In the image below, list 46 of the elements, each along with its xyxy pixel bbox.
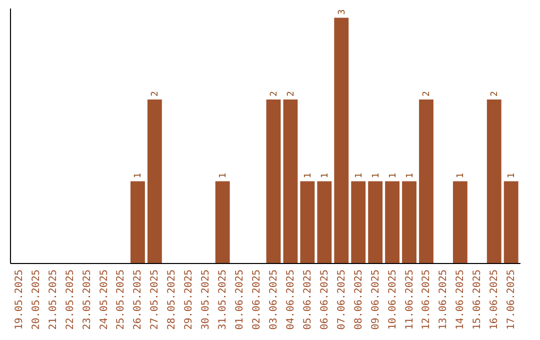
data-label: 1 bbox=[388, 172, 398, 178]
data-label: 1 bbox=[507, 172, 518, 178]
data-label: 1 bbox=[371, 172, 382, 178]
x-tick-label: 28.05.2025 bbox=[166, 270, 178, 330]
x-tick-label: 30.05.2025 bbox=[200, 270, 212, 330]
data-label: 2 bbox=[422, 91, 432, 97]
x-tick-label: 05.06.2025 bbox=[302, 270, 314, 330]
data-label: 2 bbox=[269, 91, 280, 97]
x-tick-label: 04.06.2025 bbox=[285, 270, 296, 330]
x-tick-label: 26.05.2025 bbox=[132, 270, 144, 330]
x-tick-label: 17.06.2025 bbox=[506, 270, 518, 330]
x-tick-label: 29.05.2025 bbox=[184, 270, 195, 330]
x-tick-label: 01.06.2025 bbox=[234, 270, 246, 330]
x-tick-label: 19.05.2025 bbox=[14, 270, 25, 330]
x-tick-label: 02.06.2025 bbox=[252, 270, 263, 330]
x-tick-label: 06.06.2025 bbox=[319, 270, 330, 330]
x-tick-label: 03.06.2025 bbox=[268, 270, 280, 330]
data-label: 1 bbox=[134, 172, 144, 178]
data-label: 2 bbox=[490, 91, 500, 97]
x-tick-label: 27.05.2025 bbox=[150, 270, 161, 330]
data-label: 1 bbox=[218, 172, 229, 178]
x-tick-label: 16.06.2025 bbox=[489, 270, 500, 330]
x-tick-label: 31.05.2025 bbox=[218, 270, 229, 330]
x-tick-label: 22.05.2025 bbox=[64, 270, 76, 330]
x-tick-label: 25.05.2025 bbox=[116, 270, 127, 330]
data-label: 1 bbox=[405, 172, 416, 178]
data-label: 2 bbox=[150, 91, 161, 97]
x-tick-label: 20.05.2025 bbox=[30, 270, 42, 330]
x-tick-label: 24.05.2025 bbox=[98, 270, 110, 330]
data-label: 1 bbox=[303, 172, 314, 178]
data-label: 3 bbox=[337, 9, 348, 15]
x-tick-label: 14.06.2025 bbox=[455, 270, 466, 330]
x-tick-label: 08.06.2025 bbox=[353, 270, 364, 330]
x-tick-label: 12.06.2025 bbox=[421, 270, 432, 330]
x-tick-label: 15.06.2025 bbox=[472, 270, 484, 330]
data-label: 2 bbox=[286, 91, 296, 97]
data-label: 1 bbox=[354, 172, 364, 178]
x-tick-label: 13.06.2025 bbox=[438, 270, 450, 330]
x-tick-label: 07.06.2025 bbox=[336, 270, 348, 330]
x-tick-label: 11.06.2025 bbox=[404, 270, 416, 330]
data-label: 1 bbox=[320, 172, 330, 178]
x-tick-label: 23.05.2025 bbox=[82, 270, 93, 330]
x-tick-label: 21.05.2025 bbox=[48, 270, 59, 330]
data-label: 1 bbox=[456, 172, 466, 178]
x-tick-label: 10.06.2025 bbox=[387, 270, 398, 330]
x-tick-label: 09.06.2025 bbox=[370, 270, 382, 330]
